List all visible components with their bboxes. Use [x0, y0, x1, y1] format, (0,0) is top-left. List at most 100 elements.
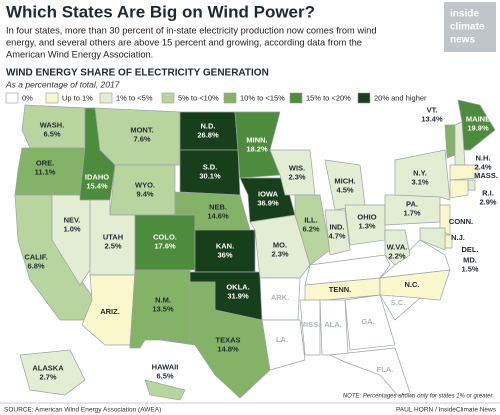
state — [379, 294, 421, 321]
legend-swatch — [45, 92, 59, 104]
state-value: 19.9% — [467, 123, 489, 132]
state-value: 1.5% — [461, 264, 478, 273]
state-value: 26.8% — [197, 130, 219, 139]
intro-line: In four states, more than 30 percent of … — [6, 25, 377, 35]
state-name: ARK. — [271, 293, 289, 302]
state — [324, 209, 351, 256]
state-name: IND. — [330, 222, 345, 231]
state-name: CALIF. — [24, 252, 47, 261]
state-value: 4.5% — [336, 185, 353, 194]
state-name: ALA. — [324, 320, 342, 329]
state — [394, 149, 451, 201]
state-value: 18.2% — [246, 144, 268, 153]
state-value: 36.9% — [257, 198, 279, 207]
state — [449, 164, 479, 181]
credit: PAUL HORN / InsideClimate News — [396, 407, 497, 414]
state-value: 13.5% — [152, 304, 174, 313]
state-name: N.D. — [201, 121, 216, 130]
state — [129, 269, 191, 349]
state — [294, 194, 331, 266]
state-name: IDAHO — [85, 172, 109, 181]
state-value: 36% — [217, 250, 232, 259]
state-name: MD. — [463, 255, 477, 264]
state-name: WIS. — [289, 163, 305, 172]
state — [344, 294, 396, 351]
state-name: OHIO — [357, 212, 376, 221]
state-name: S.C. — [391, 298, 406, 307]
logo-text: inside — [450, 9, 479, 20]
state-value: 6.8% — [27, 261, 44, 270]
state-name: KAN. — [216, 241, 234, 250]
state-value: 4.7% — [328, 231, 345, 240]
state-value: 6.5% — [43, 129, 60, 138]
state-name: N.J. — [451, 233, 465, 242]
legend-swatch — [99, 92, 113, 104]
legend-label: 1% to <5% — [116, 93, 153, 102]
title: Which States Are Big on Wind Power? — [6, 2, 315, 21]
state — [261, 319, 306, 371]
state-value: 13.4% — [421, 114, 443, 123]
state-name: MONT. — [130, 125, 153, 134]
state — [299, 299, 321, 356]
note: NOTE: Percentages shown only for states … — [343, 394, 494, 400]
intro-line: American Wind Energy Association. — [6, 49, 153, 59]
state-value: 1.0% — [63, 224, 80, 233]
state-name: TEXAS — [215, 335, 240, 344]
legend-label: 20% and higher — [374, 93, 427, 102]
legend-swatch — [289, 92, 303, 104]
state-name: MINN. — [246, 135, 267, 144]
state-value: 30.1% — [199, 171, 221, 180]
state-name: GA. — [361, 317, 374, 326]
state-value: 14.8% — [217, 344, 239, 353]
map: WASH.6.5%ORE.11.1%CALIF.6.8%NEV.1.0%IDAH… — [14, 99, 498, 401]
state-name: MASS. — [474, 171, 498, 180]
legend: 0% Up to 1% 1% to <5% 5% to <10% 10% to <15%… — [5, 92, 427, 104]
state-value: 7.6% — [133, 134, 150, 143]
state-value: 15.4% — [86, 181, 108, 190]
state-value: 14.6% — [207, 211, 229, 220]
state-value: 1.3% — [358, 221, 375, 230]
state-name: COLO. — [153, 232, 177, 241]
state-name: OKLA. — [226, 282, 249, 291]
state-value: 3.1% — [411, 177, 428, 186]
state-value: 2.7% — [39, 372, 56, 381]
state-name: ILL. — [304, 215, 317, 224]
legend-label: Up to 1% — [62, 93, 93, 102]
intro-line: energy, and several others are above 15 … — [6, 37, 362, 47]
logo-text: news — [450, 35, 475, 46]
state-name: WYO. — [135, 180, 155, 189]
state-name: N.H. — [476, 153, 491, 162]
state-value: 6.2% — [302, 224, 319, 233]
map-title: WIND ENERGY SHARE OF ELECTRICITY GENERAT… — [6, 68, 269, 79]
state — [384, 229, 411, 266]
state — [19, 349, 86, 396]
legend-label: 15% to <20% — [306, 93, 351, 102]
state-name: LA. — [276, 335, 288, 344]
state-name: MISS. — [300, 320, 320, 329]
state — [379, 269, 451, 301]
legend-label: 10% to <15% — [240, 93, 285, 102]
state-value: 2.3% — [288, 172, 305, 181]
state-value: 2.3% — [271, 249, 288, 258]
state — [378, 239, 451, 279]
legend-label: 5% to <10% — [178, 93, 219, 102]
state-name: DEL. — [461, 245, 478, 254]
legend-label: 0% — [22, 93, 33, 102]
state — [449, 179, 469, 199]
state-name: ARIZ. — [100, 307, 120, 316]
state — [304, 254, 391, 286]
state-value: 11.1% — [35, 167, 56, 176]
state-name: CONN. — [449, 217, 473, 226]
state-name: MAINE — [466, 114, 490, 123]
state-value: 2.5% — [104, 241, 121, 250]
state-name: HAWAII — [152, 362, 179, 371]
state-name: NEV. — [64, 215, 81, 224]
legend-swatch — [357, 92, 371, 104]
state — [328, 347, 411, 397]
state-name: UTAH — [103, 232, 123, 241]
state-name: MO. — [273, 240, 287, 249]
state-value: 17.6% — [154, 241, 176, 250]
state-name: N.M. — [155, 295, 171, 304]
state-name: NEB. — [209, 202, 227, 211]
state — [144, 379, 186, 401]
